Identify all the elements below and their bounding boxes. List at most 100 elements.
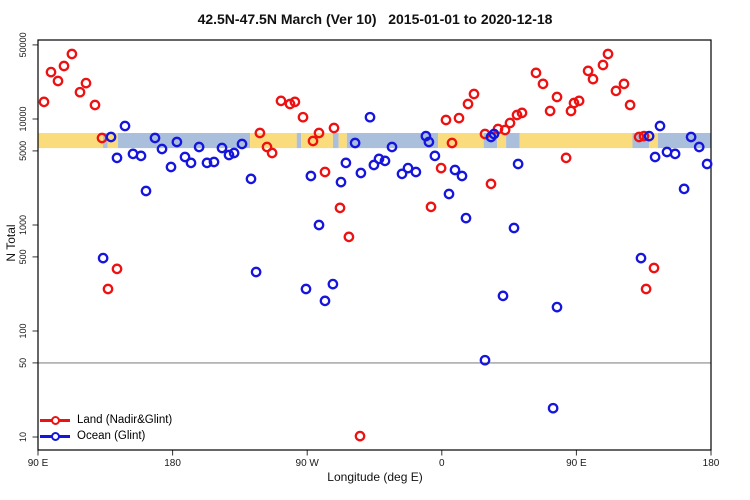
data-point-ocean bbox=[111, 152, 123, 164]
data-point-land bbox=[573, 95, 585, 107]
data-point-land bbox=[499, 124, 511, 136]
data-point-ocean bbox=[379, 155, 391, 167]
data-point-land bbox=[544, 105, 556, 117]
data-point-land bbox=[266, 147, 278, 159]
data-point-land bbox=[462, 98, 474, 110]
data-point-ocean bbox=[119, 120, 131, 132]
data-point-ocean bbox=[701, 158, 713, 170]
data-point-ocean bbox=[236, 138, 248, 150]
data-point-ocean bbox=[355, 167, 367, 179]
x-tick-label: 0 bbox=[439, 458, 445, 469]
legend-label-ocean: Ocean (Glint) bbox=[77, 430, 146, 442]
data-point-ocean bbox=[373, 153, 385, 165]
data-point-land bbox=[648, 262, 660, 274]
data-point-land bbox=[504, 117, 516, 129]
data-point-land bbox=[551, 91, 563, 103]
surface-band-segment-ocean bbox=[506, 133, 520, 149]
surface-band-segment-land bbox=[497, 133, 507, 149]
data-point-ocean bbox=[349, 137, 361, 149]
data-point-ocean bbox=[193, 141, 205, 153]
data-point-ocean bbox=[497, 290, 509, 302]
data-point-land bbox=[52, 75, 64, 87]
data-point-ocean bbox=[208, 156, 220, 168]
data-point-ocean bbox=[165, 161, 177, 173]
data-point-land bbox=[89, 99, 101, 111]
data-point-ocean bbox=[551, 301, 563, 313]
data-point-land bbox=[328, 122, 340, 134]
x-tick-label: 90 E bbox=[28, 458, 49, 469]
data-point-land bbox=[530, 67, 542, 79]
x-axis-label: Longitude (deg E) bbox=[327, 470, 423, 484]
data-point-ocean bbox=[479, 354, 491, 366]
data-point-land bbox=[560, 152, 572, 164]
legend-label-land: Land (Nadir&Glint) bbox=[77, 414, 173, 426]
data-point-ocean bbox=[508, 222, 520, 234]
data-point-land bbox=[319, 166, 331, 178]
y-axis-label: N Total bbox=[4, 224, 18, 262]
data-point-ocean bbox=[654, 120, 666, 132]
data-point-land bbox=[425, 201, 437, 213]
surface-band-segment-land bbox=[648, 133, 658, 149]
data-point-land bbox=[640, 283, 652, 295]
data-point-land bbox=[582, 65, 594, 77]
data-point-land bbox=[453, 112, 465, 124]
data-point-land bbox=[297, 111, 309, 123]
data-point-land bbox=[597, 59, 609, 71]
data-point-ocean bbox=[423, 136, 435, 148]
data-point-ocean bbox=[223, 149, 235, 161]
data-point-land bbox=[74, 86, 86, 98]
data-point-land bbox=[261, 141, 273, 153]
data-point-land bbox=[440, 114, 452, 126]
data-point-ocean bbox=[643, 130, 655, 142]
data-point-ocean bbox=[368, 159, 380, 171]
surface-band-segment-ocean bbox=[346, 133, 439, 149]
data-point-ocean bbox=[449, 164, 461, 176]
y-tick-label: 5000 bbox=[18, 141, 28, 161]
plot-frame bbox=[37, 39, 712, 451]
data-point-ocean bbox=[185, 157, 197, 169]
x-tick-label: 90 W bbox=[296, 458, 320, 469]
data-point-ocean bbox=[488, 128, 500, 140]
data-point-land bbox=[80, 77, 92, 89]
data-point-land bbox=[254, 127, 266, 139]
data-point-ocean bbox=[216, 142, 228, 154]
data-point-land bbox=[587, 73, 599, 85]
data-point-land bbox=[516, 107, 528, 119]
data-point-land bbox=[111, 263, 123, 275]
data-point-ocean bbox=[429, 150, 441, 162]
data-point-ocean bbox=[140, 185, 152, 197]
surface-band-segment-ocean bbox=[296, 133, 302, 149]
data-point-land bbox=[354, 430, 366, 442]
data-point-ocean bbox=[179, 151, 191, 163]
surface-band-segment-land bbox=[519, 133, 633, 149]
surface-band-segment-ocean bbox=[332, 133, 339, 149]
data-point-ocean bbox=[678, 183, 690, 195]
data-point-ocean bbox=[319, 295, 331, 307]
legend-key-land bbox=[40, 414, 70, 426]
surface-band-segment-ocean bbox=[657, 133, 712, 149]
data-point-ocean bbox=[201, 157, 213, 169]
data-point-land bbox=[568, 97, 580, 109]
legend-circle-icon bbox=[50, 431, 60, 441]
data-point-land bbox=[602, 48, 614, 60]
data-point-land bbox=[343, 231, 355, 243]
legend-item-ocean: Ocean (Glint) bbox=[40, 428, 172, 444]
data-point-land bbox=[511, 109, 523, 121]
data-point-ocean bbox=[300, 283, 312, 295]
y-tick-label: 10000 bbox=[18, 106, 28, 131]
data-point-land bbox=[537, 78, 549, 90]
data-point-ocean bbox=[456, 170, 468, 182]
data-point-ocean bbox=[402, 162, 414, 174]
y-tick-label: 10 bbox=[18, 432, 28, 442]
data-point-land bbox=[618, 78, 630, 90]
data-point-land bbox=[624, 99, 636, 111]
chart-title: 42.5N-47.5N March (Ver 10) 2015-01-01 to… bbox=[197, 11, 553, 27]
data-point-ocean bbox=[171, 136, 183, 148]
data-point-ocean bbox=[364, 111, 376, 123]
data-point-land bbox=[468, 88, 480, 100]
surface-band-segment-land bbox=[438, 133, 484, 149]
data-point-ocean bbox=[105, 131, 117, 143]
y-tick-label: 50000 bbox=[18, 32, 28, 57]
